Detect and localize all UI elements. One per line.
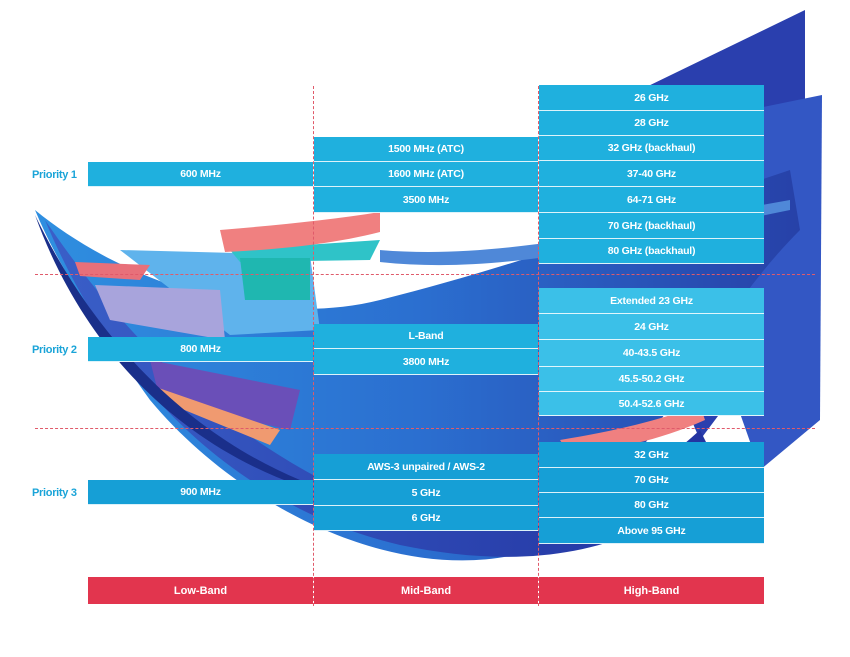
spectrum-cell: 28 GHz bbox=[539, 111, 764, 136]
grid-divider-low-mid bbox=[313, 86, 314, 606]
spectrum-cell: 3800 MHz bbox=[314, 349, 538, 375]
spectrum-cell: 24 GHz bbox=[539, 314, 764, 340]
priority-label-1: Priority 1 bbox=[32, 169, 77, 181]
band-label-low: Low-Band bbox=[88, 577, 313, 604]
swoosh-ribbon bbox=[150, 360, 300, 430]
swoosh-ribbon bbox=[230, 240, 380, 262]
spectrum-cell: 26 GHz bbox=[539, 85, 764, 111]
swoosh-ribbon bbox=[240, 258, 310, 300]
spectrum-cell: 1600 MHz (ATC) bbox=[314, 162, 538, 187]
spectrum-cell: 64-71 GHz bbox=[539, 187, 764, 213]
spectrum-cell: 40-43.5 GHz bbox=[539, 340, 764, 367]
swoosh-ribbon bbox=[220, 212, 380, 252]
spectrum-cell: 800 MHz bbox=[88, 337, 313, 362]
spectrum-cell: Above 95 GHz bbox=[539, 518, 764, 544]
spectrum-cell: Extended 23 GHz bbox=[539, 288, 764, 314]
priority-label-3: Priority 3 bbox=[32, 487, 77, 499]
swoosh-ribbon bbox=[380, 200, 790, 266]
spectrum-cell: 70 GHz bbox=[539, 468, 764, 493]
grid-divider-p2-p3 bbox=[35, 428, 815, 429]
spectrum-cell: 32 GHz (backhaul) bbox=[539, 136, 764, 161]
spectrum-cell: 1500 MHz (ATC) bbox=[314, 137, 538, 162]
spectrum-cell: 45.5-50.2 GHz bbox=[539, 367, 764, 392]
spectrum-cell: 37-40 GHz bbox=[539, 161, 764, 187]
band-label-mid: Mid-Band bbox=[314, 577, 538, 604]
band-label-high: High-Band bbox=[539, 577, 764, 604]
spectrum-cell: 80 GHz (backhaul) bbox=[539, 239, 764, 264]
spectrum-cell: 70 GHz (backhaul) bbox=[539, 213, 764, 239]
grid-divider-mid-high bbox=[538, 86, 539, 606]
spectrum-cell: 50.4-52.6 GHz bbox=[539, 392, 764, 416]
spectrum-cell: L-Band bbox=[314, 324, 538, 349]
spectrum-cell: 6 GHz bbox=[314, 506, 538, 531]
swoosh-ribbon bbox=[75, 262, 150, 280]
swoosh-ribbon bbox=[95, 285, 225, 340]
grid-divider-p1-p2 bbox=[35, 274, 815, 275]
swoosh-ribbon bbox=[150, 385, 280, 445]
spectrum-cell: AWS-3 unpaired / AWS-2 bbox=[314, 454, 538, 480]
spectrum-cell: 32 GHz bbox=[539, 442, 764, 468]
spectrum-cell: 600 MHz bbox=[88, 162, 313, 187]
spectrum-cell: 3500 MHz bbox=[314, 187, 538, 213]
spectrum-cell: 5 GHz bbox=[314, 480, 538, 506]
spectrum-cell: 900 MHz bbox=[88, 480, 313, 505]
spectrum-cell: 80 GHz bbox=[539, 493, 764, 518]
priority-label-2: Priority 2 bbox=[32, 344, 77, 356]
